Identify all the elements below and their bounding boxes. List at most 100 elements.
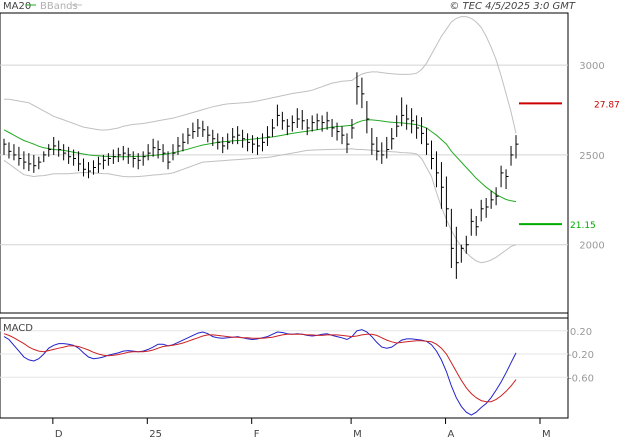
price-bar (301, 110, 305, 130)
price-bar (465, 235, 469, 254)
price-bar (28, 153, 32, 172)
price-bar (97, 156, 101, 173)
price-bar (411, 108, 415, 134)
price-bar (455, 226, 459, 279)
price-bar (217, 133, 221, 150)
price-bar (207, 126, 211, 143)
price-bar (376, 136, 380, 161)
price-bar (495, 187, 499, 206)
price-bar (470, 208, 474, 236)
price-bar (396, 115, 400, 137)
price-bar (326, 111, 330, 130)
price-bar (222, 136, 226, 154)
price-y-ticks: 3000 2500 2000 (579, 61, 604, 252)
price-bar (202, 120, 206, 137)
price-bar (182, 133, 186, 152)
bollinger-lower-line (3, 148, 517, 264)
price-bar (53, 136, 57, 155)
price-bar (336, 122, 340, 141)
price-bar (401, 97, 405, 127)
price-bar (505, 169, 509, 190)
price-bar (386, 136, 390, 159)
price-bar (38, 156, 42, 170)
price-bar (510, 145, 514, 166)
price-bar (371, 127, 375, 155)
price-bar (321, 115, 325, 132)
price-bar (8, 142, 12, 159)
price-bar (450, 208, 454, 269)
x-tick-label: F (254, 429, 260, 440)
price-bar (137, 153, 141, 170)
macd-grid (0, 330, 568, 378)
price-bar (515, 135, 519, 159)
price-bar (341, 126, 345, 145)
price-y-tick-label: 2500 (579, 151, 604, 162)
price-bar (381, 142, 385, 164)
price-bar (232, 127, 236, 145)
bollinger-upper-line (4, 16, 517, 134)
price-bar (247, 133, 251, 152)
price-bar (43, 151, 47, 163)
macd-y-tick-label: -0.60 (568, 373, 594, 384)
price-bar (406, 104, 410, 130)
macd-title: MACD (3, 323, 33, 334)
x-axis-ticks: D 25 F M A M (52, 418, 551, 440)
ma20-legend: MA20 (3, 1, 31, 12)
macd-y-tick-label: 0.20 (570, 327, 592, 338)
price-y-tick-label: 3000 (579, 61, 604, 72)
price-bar (485, 198, 489, 218)
price-bar (356, 72, 360, 105)
price-bar (162, 144, 166, 163)
price-bar (177, 136, 181, 155)
price-bar (276, 104, 280, 127)
price-bar (316, 113, 320, 130)
price-bar (73, 149, 77, 166)
price-bar (78, 151, 82, 172)
price-bar (147, 144, 151, 161)
price-bar (227, 133, 231, 150)
price-bar (460, 244, 464, 263)
price-bar (311, 115, 315, 132)
support-label: 21.15 (570, 221, 596, 231)
x-tick-label: 25 (149, 429, 162, 440)
price-bar (132, 151, 136, 168)
copyright-text: © TEC 4/5/2025 3:0 GMT (449, 1, 576, 12)
price-y-tick-label: 2000 (579, 241, 604, 252)
price-bar (187, 127, 191, 145)
price-bar (430, 140, 434, 170)
price-bar (306, 118, 310, 136)
price-bar (117, 147, 121, 163)
price-bar (296, 108, 300, 128)
price-bar (142, 151, 146, 166)
price-bar (490, 190, 494, 209)
price-bar (252, 135, 256, 154)
price-bar (445, 176, 449, 227)
x-tick-label: D (55, 429, 63, 440)
price-bars (3, 72, 519, 279)
x-tick-label: A (448, 429, 455, 440)
price-bar (366, 101, 370, 134)
price-bar (391, 127, 395, 150)
price-bar (440, 162, 444, 209)
price-bar (18, 146, 22, 166)
price-bar (266, 126, 270, 146)
price-bar (88, 162, 92, 179)
price-bar (167, 151, 171, 170)
price-bar (257, 136, 261, 155)
macd-y-tick-label: -0.20 (568, 350, 594, 361)
price-bar (13, 144, 17, 161)
price-bar (197, 118, 201, 137)
price-bar (435, 151, 439, 188)
price-bar (242, 129, 246, 148)
price-bar (346, 133, 350, 154)
signal-line (3, 333, 517, 403)
price-bar (23, 151, 27, 170)
price-bar (33, 154, 37, 173)
price-bar (48, 144, 52, 157)
price-bar (212, 129, 216, 146)
price-bar (361, 77, 365, 109)
price-bar (172, 144, 176, 161)
x-tick-label: M (542, 429, 551, 440)
resistance-label: 27.87 (594, 100, 620, 110)
